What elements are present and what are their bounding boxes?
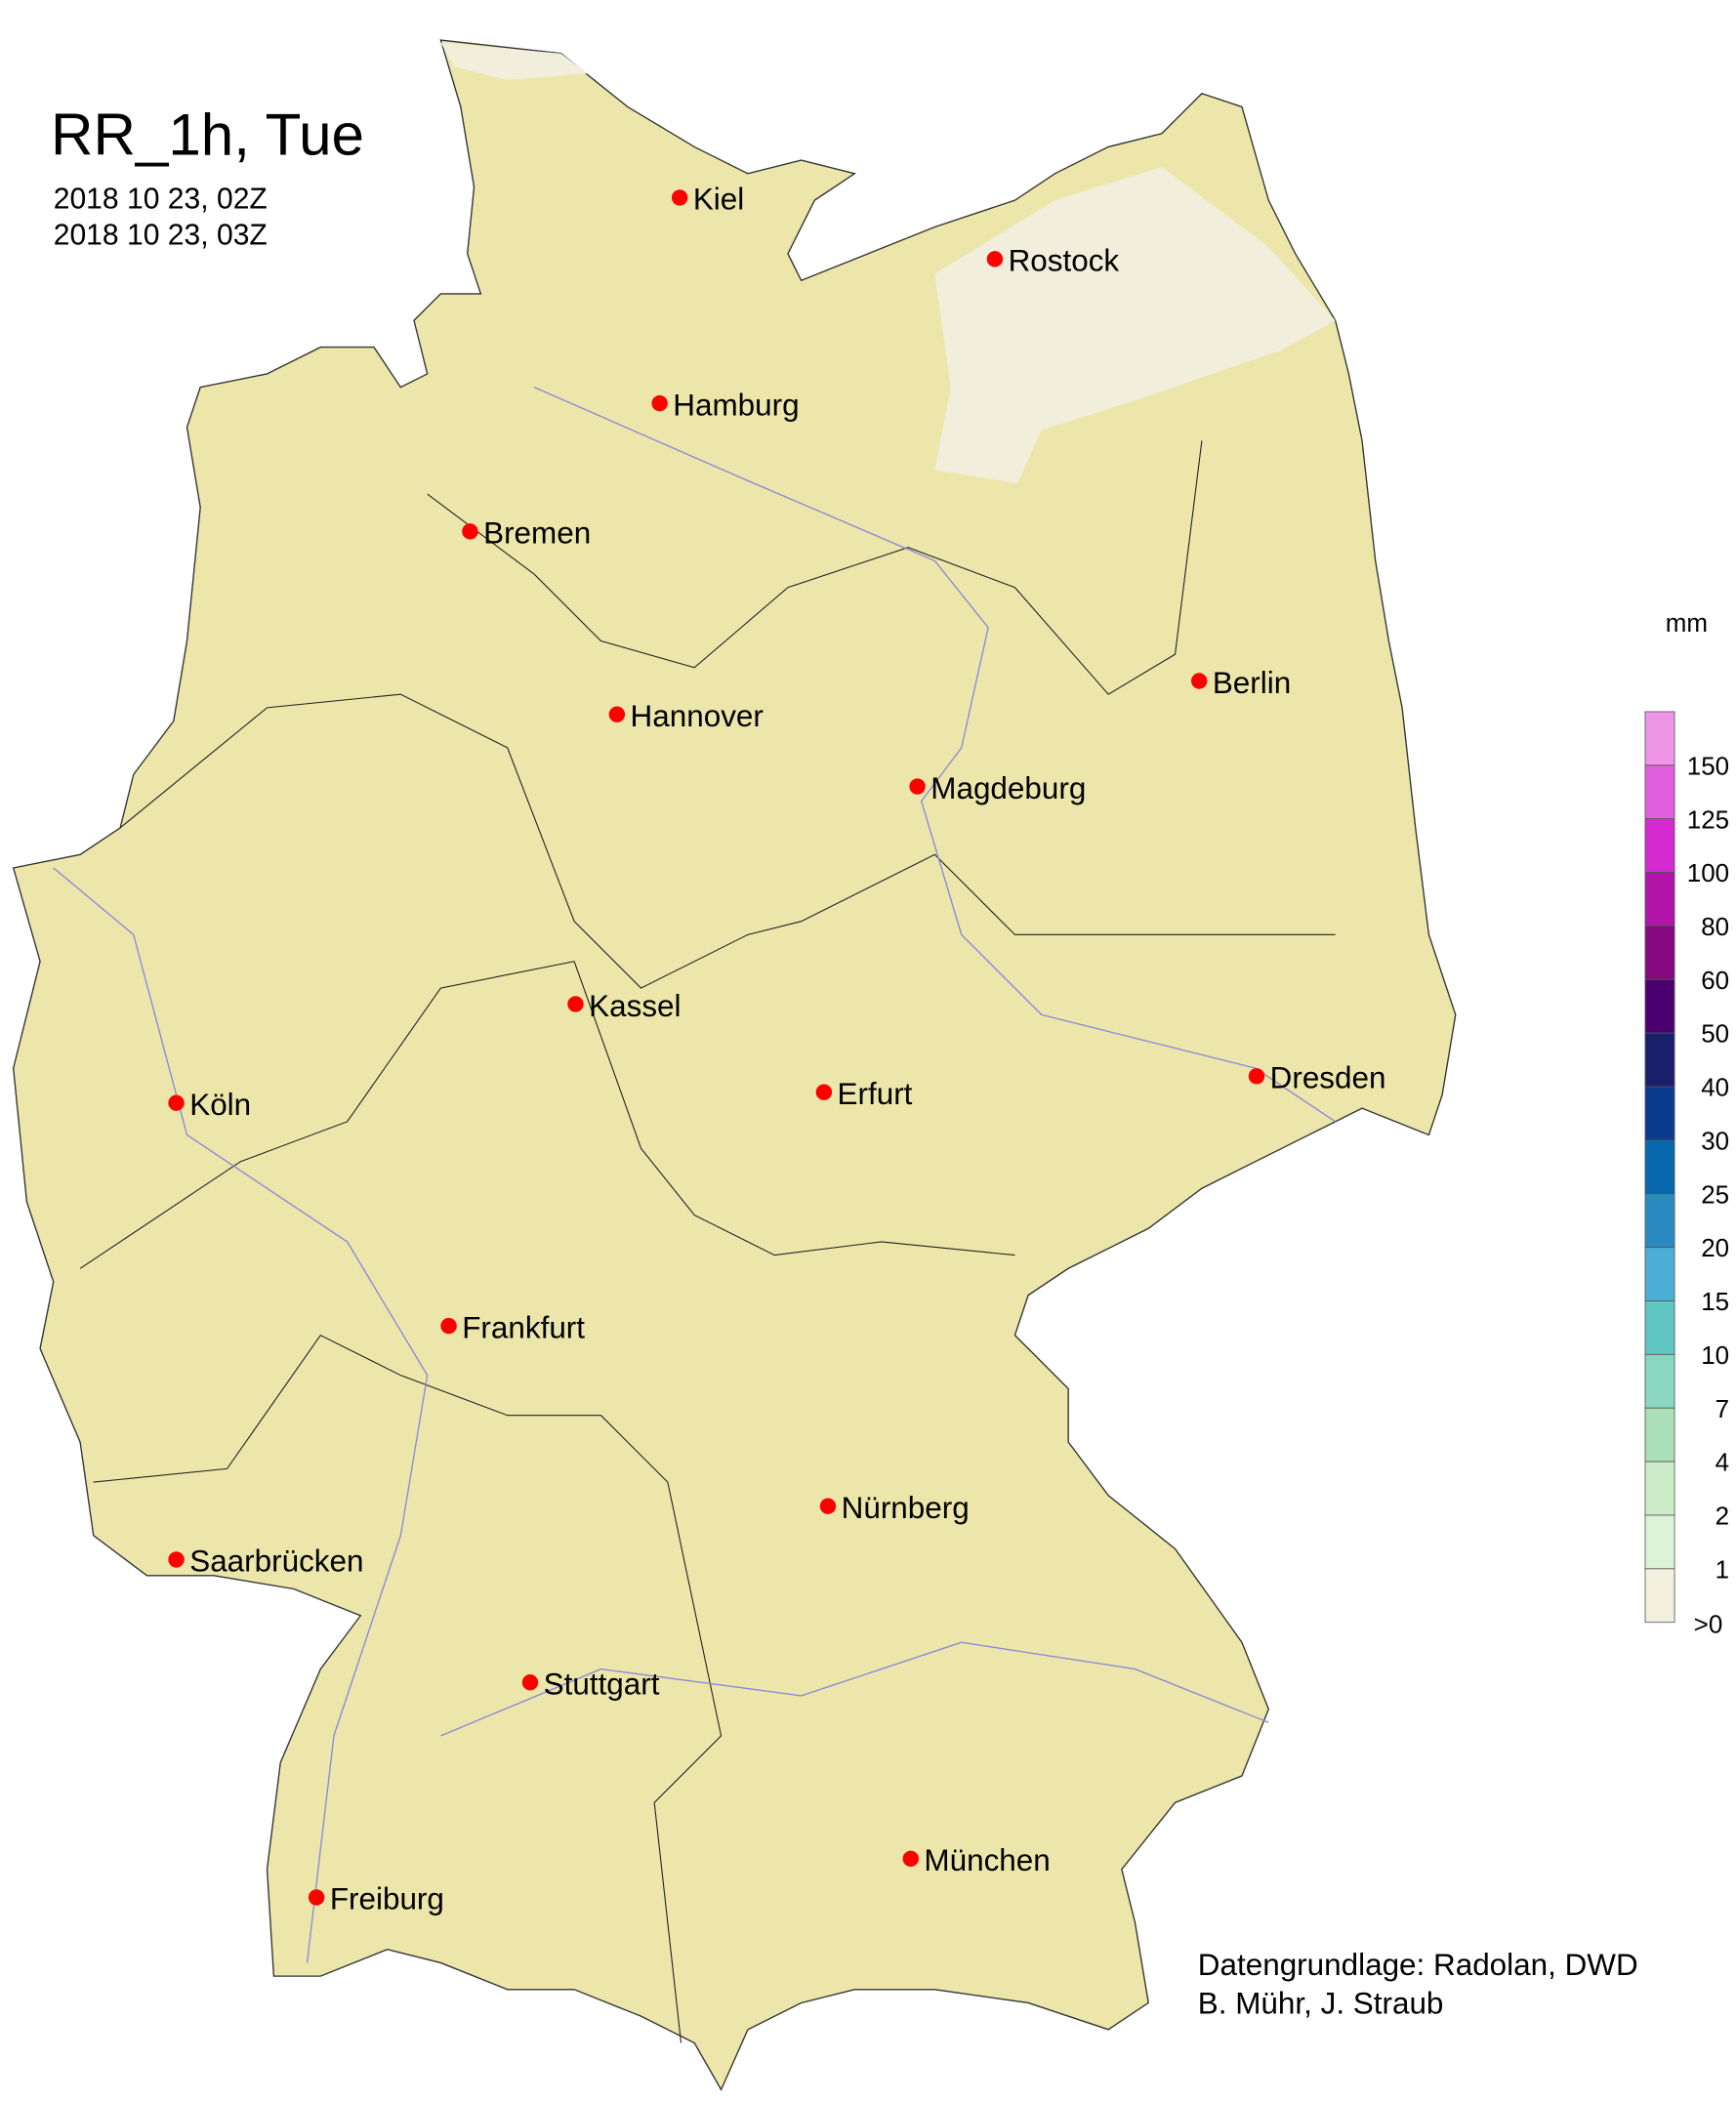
state-border: [119, 693, 1336, 989]
legend-label: 40: [1701, 1073, 1729, 1102]
legend-label: 20: [1701, 1233, 1729, 1262]
city-label: München: [924, 1843, 1050, 1877]
city-marker: [1248, 1068, 1265, 1085]
legend-label: 60: [1701, 966, 1729, 995]
city-label: Magdeburg: [930, 771, 1086, 805]
time-start: 2018 10 23, 02Z: [54, 183, 268, 215]
city-label: Berlin: [1213, 666, 1291, 700]
legend-label: 150: [1687, 751, 1729, 780]
credits-line2: B. Mühr, J. Straub: [1198, 1986, 1444, 2020]
legend-label: 2: [1715, 1502, 1729, 1531]
legend-swatch: [1644, 1407, 1675, 1462]
city-marker: [521, 1674, 539, 1691]
city-label: Erfurt: [838, 1077, 913, 1111]
legend-label: 125: [1687, 804, 1729, 834]
city-marker: [608, 706, 626, 722]
city-marker: [902, 1850, 919, 1867]
credits-line1: Datengrundlage: Radolan, DWD: [1198, 1948, 1638, 1982]
legend-swatch: [1644, 1300, 1675, 1355]
state-border: [93, 1334, 723, 2043]
legend-swatch: [1644, 1353, 1675, 1409]
legend-label: 7: [1715, 1394, 1729, 1423]
legend-label: 100: [1687, 858, 1729, 887]
germany-land: [12, 39, 1457, 2091]
legend-swatch: [1644, 1461, 1675, 1516]
state-border: [79, 961, 1015, 1269]
city-marker: [168, 1094, 185, 1111]
city-label: Kiel: [693, 183, 744, 217]
legend-label: 10: [1701, 1340, 1729, 1370]
legend-swatch: [1644, 1139, 1675, 1195]
city-label: Hamburg: [673, 388, 799, 422]
river: [53, 867, 429, 1963]
legend-swatch: [1644, 1032, 1675, 1088]
city-marker: [168, 1551, 185, 1568]
city-label: Hannover: [631, 699, 764, 733]
state-border: [427, 440, 1203, 695]
legend-unit: mm: [1666, 608, 1708, 638]
city-label: Rostock: [1009, 244, 1120, 278]
river: [440, 1641, 1269, 1737]
legend-label: 80: [1701, 912, 1729, 941]
legend-swatch: [1644, 872, 1675, 927]
city-label: Bremen: [483, 516, 591, 551]
city-marker: [909, 778, 926, 795]
legend-swatch: [1644, 1514, 1675, 1570]
city-marker: [567, 996, 584, 1012]
city-marker: [819, 1498, 837, 1514]
map-title: RR_1h, Tue: [51, 103, 364, 168]
city-label: Kassel: [589, 989, 681, 1023]
city-label: Frankfurt: [462, 1310, 585, 1344]
legend-swatch: [1644, 926, 1675, 980]
river: [533, 386, 1337, 1123]
legend-swatch: [1644, 764, 1675, 820]
city-marker: [815, 1084, 833, 1100]
legend-swatch: [1644, 1247, 1675, 1301]
legend-swatch: [1644, 978, 1675, 1034]
legend-swatch: [1644, 818, 1675, 873]
city-marker: [671, 189, 688, 206]
legend-label-bottom: >0: [1694, 1610, 1723, 1639]
light-rain-area: [934, 166, 1336, 484]
legend-label: 30: [1701, 1126, 1729, 1155]
city-label: Nürnberg: [842, 1491, 970, 1525]
light-rain-area: [440, 42, 588, 81]
city-label: Köln: [189, 1088, 251, 1122]
city-label: Saarbrücken: [189, 1545, 363, 1579]
city-marker: [651, 394, 668, 412]
city-marker: [462, 523, 478, 540]
city-marker: [986, 251, 1004, 268]
legend-swatch: [1644, 1086, 1675, 1141]
legend-label: 1: [1715, 1554, 1729, 1584]
city-label: Freiburg: [330, 1882, 444, 1916]
legend-label: 15: [1701, 1287, 1729, 1316]
legend-swatch: [1644, 1568, 1675, 1624]
city-label: Stuttgart: [544, 1668, 660, 1702]
legend-label: 4: [1715, 1448, 1729, 1477]
city-marker: [1190, 673, 1208, 689]
legend-label: 50: [1701, 1019, 1729, 1049]
city-label: Dresden: [1270, 1061, 1386, 1095]
legend-swatch: [1644, 711, 1675, 766]
city-marker: [308, 1889, 325, 1906]
legend-swatch: [1644, 1193, 1675, 1249]
legend-label: 25: [1701, 1179, 1729, 1209]
city-marker: [440, 1317, 457, 1335]
time-end: 2018 10 23, 03Z: [54, 219, 268, 251]
